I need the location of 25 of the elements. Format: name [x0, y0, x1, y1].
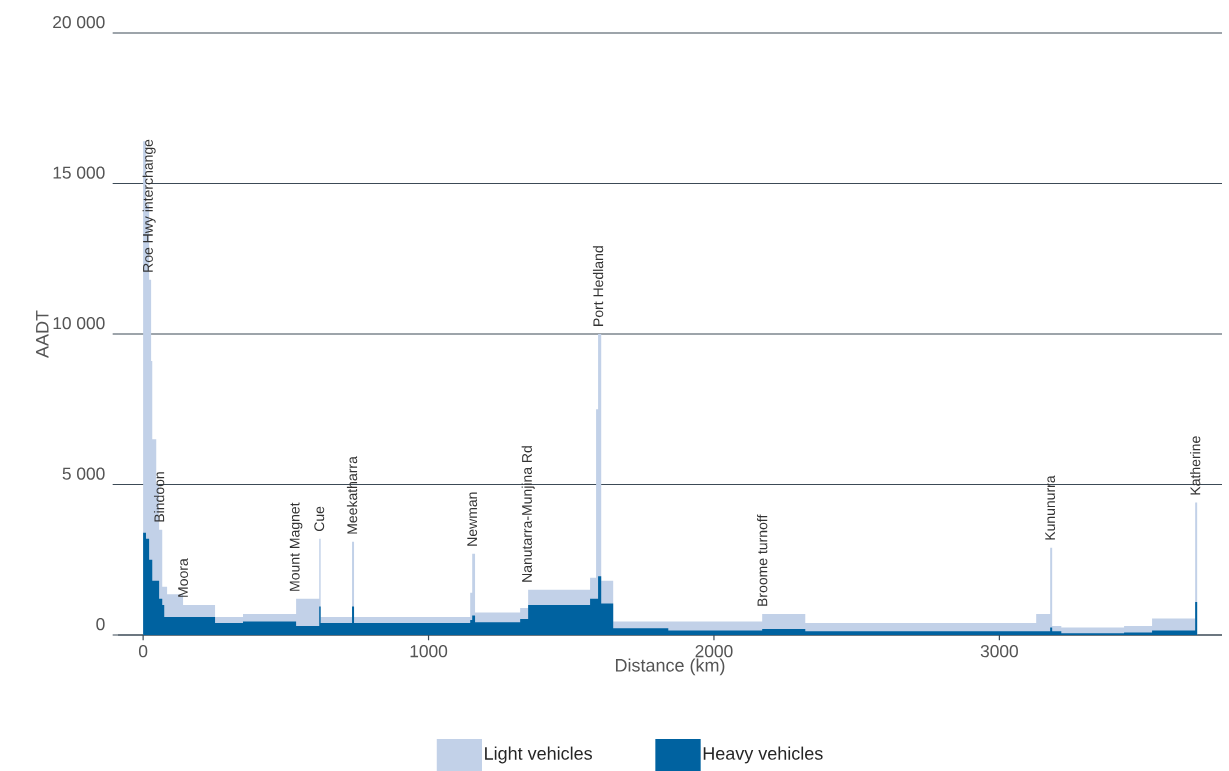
annotation: Mount Magnet: [289, 502, 303, 591]
y-tick-label: 0: [96, 618, 105, 631]
annotation: Meekatharra: [346, 456, 358, 534]
x-tick-label: 1000: [410, 645, 448, 658]
y-tick-label: 20 000: [53, 16, 105, 29]
annotation: Newman: [467, 492, 478, 546]
x-axis-title: Distance (km): [615, 658, 725, 676]
x-tick-label: 3000: [980, 645, 1018, 658]
x-tick-label: 2000: [695, 645, 733, 658]
legend-label: Heavy vehicles: [703, 746, 823, 764]
x-tick-label: 0: [138, 645, 148, 658]
annotation: Broome turnoff: [757, 514, 768, 606]
legend-label: Light vehicles: [485, 746, 592, 764]
y-tick-label: 5 000: [62, 467, 105, 480]
annotation: Kununurra: [1045, 475, 1056, 540]
annotation: Moora: [178, 558, 188, 597]
y-tick-label: 15 000: [53, 166, 105, 179]
annotation: Port Hedland: [592, 246, 604, 326]
annotation: Bindoon: [153, 472, 165, 522]
annotation: Katherine: [1190, 436, 1201, 495]
annotation: Roe Hwy interchange: [142, 139, 156, 272]
annotation: Nanutarra-Munjina Rd: [521, 446, 535, 582]
annotation: Cue: [314, 506, 325, 532]
y-axis-title: AADT: [36, 310, 49, 358]
y-tick-label: 10 000: [53, 317, 105, 330]
